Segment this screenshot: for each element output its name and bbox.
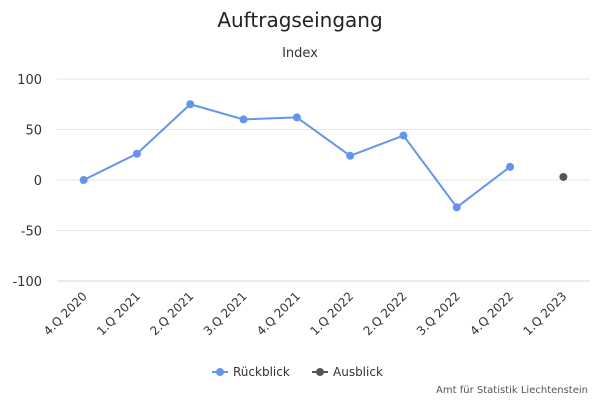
- data-point[interactable]: [132, 149, 141, 158]
- legend-item-ausblick[interactable]: Ausblick: [312, 365, 383, 379]
- y-tick-label: 0: [34, 174, 42, 189]
- data-point[interactable]: [346, 151, 355, 160]
- y-tick-label: 50: [25, 124, 42, 139]
- x-axis-labels: 4.Q 2020 1.Q 2021 2.Q 2021 3.Q 2021 4.Q 2021…: [41, 289, 570, 338]
- y-axis-labels: 100 50 0 -50 -100: [12, 73, 42, 290]
- legend-label-ausblick: Ausblick: [333, 365, 383, 379]
- series-layer: [79, 100, 568, 212]
- x-tick-label: 2.Q 2021: [147, 289, 196, 338]
- chart-title: Auftragseingang: [217, 8, 382, 32]
- data-point[interactable]: [559, 172, 568, 181]
- data-point[interactable]: [239, 115, 248, 124]
- legend-marker-ausblick: [316, 368, 324, 376]
- data-point[interactable]: [292, 113, 301, 122]
- y-tick-label: -50: [21, 225, 42, 240]
- y-tick-label: 100: [17, 73, 42, 88]
- x-tick-label: 3.Q 2022: [414, 289, 463, 338]
- legend-marker-rueckblick: [216, 368, 224, 376]
- x-tick-label: 4.Q 2021: [254, 289, 303, 338]
- x-tick-label: 4.Q 2020: [41, 289, 90, 338]
- x-tick-label: 3.Q 2021: [201, 289, 250, 338]
- legend: Rückblick Ausblick: [212, 365, 383, 379]
- data-point[interactable]: [506, 162, 515, 171]
- x-tick-label: 2.Q 2022: [361, 289, 410, 338]
- legend-label-rueckblick: Rückblick: [233, 365, 290, 379]
- y-tick-label: -100: [12, 275, 42, 290]
- grid-lines: [57, 78, 590, 282]
- chart-credit: Amt für Statistik Liechtenstein: [436, 385, 588, 396]
- x-tick-label: 1.Q 2022: [307, 289, 356, 338]
- legend-item-rueckblick[interactable]: Rückblick: [212, 365, 290, 379]
- x-tick-label: 1.Q 2023: [521, 289, 570, 338]
- data-point[interactable]: [452, 203, 461, 212]
- x-tick-label: 1.Q 2021: [94, 289, 143, 338]
- data-point[interactable]: [399, 131, 408, 140]
- data-point[interactable]: [79, 176, 88, 184]
- x-tick-label: 4.Q 2022: [467, 289, 516, 338]
- data-point[interactable]: [186, 100, 195, 109]
- chart-subtitle: Index: [282, 46, 318, 61]
